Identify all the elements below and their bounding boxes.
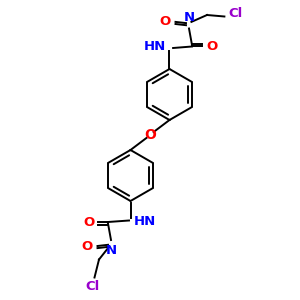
Text: O: O	[206, 40, 218, 53]
Text: O: O	[144, 128, 156, 142]
Text: HN: HN	[134, 215, 156, 228]
Text: Cl: Cl	[86, 280, 100, 293]
Text: N: N	[183, 11, 195, 24]
Text: HN: HN	[144, 40, 166, 53]
Text: Cl: Cl	[228, 7, 242, 20]
Text: O: O	[82, 239, 93, 253]
Text: O: O	[83, 215, 94, 229]
Text: N: N	[105, 244, 117, 257]
Text: O: O	[160, 15, 171, 28]
